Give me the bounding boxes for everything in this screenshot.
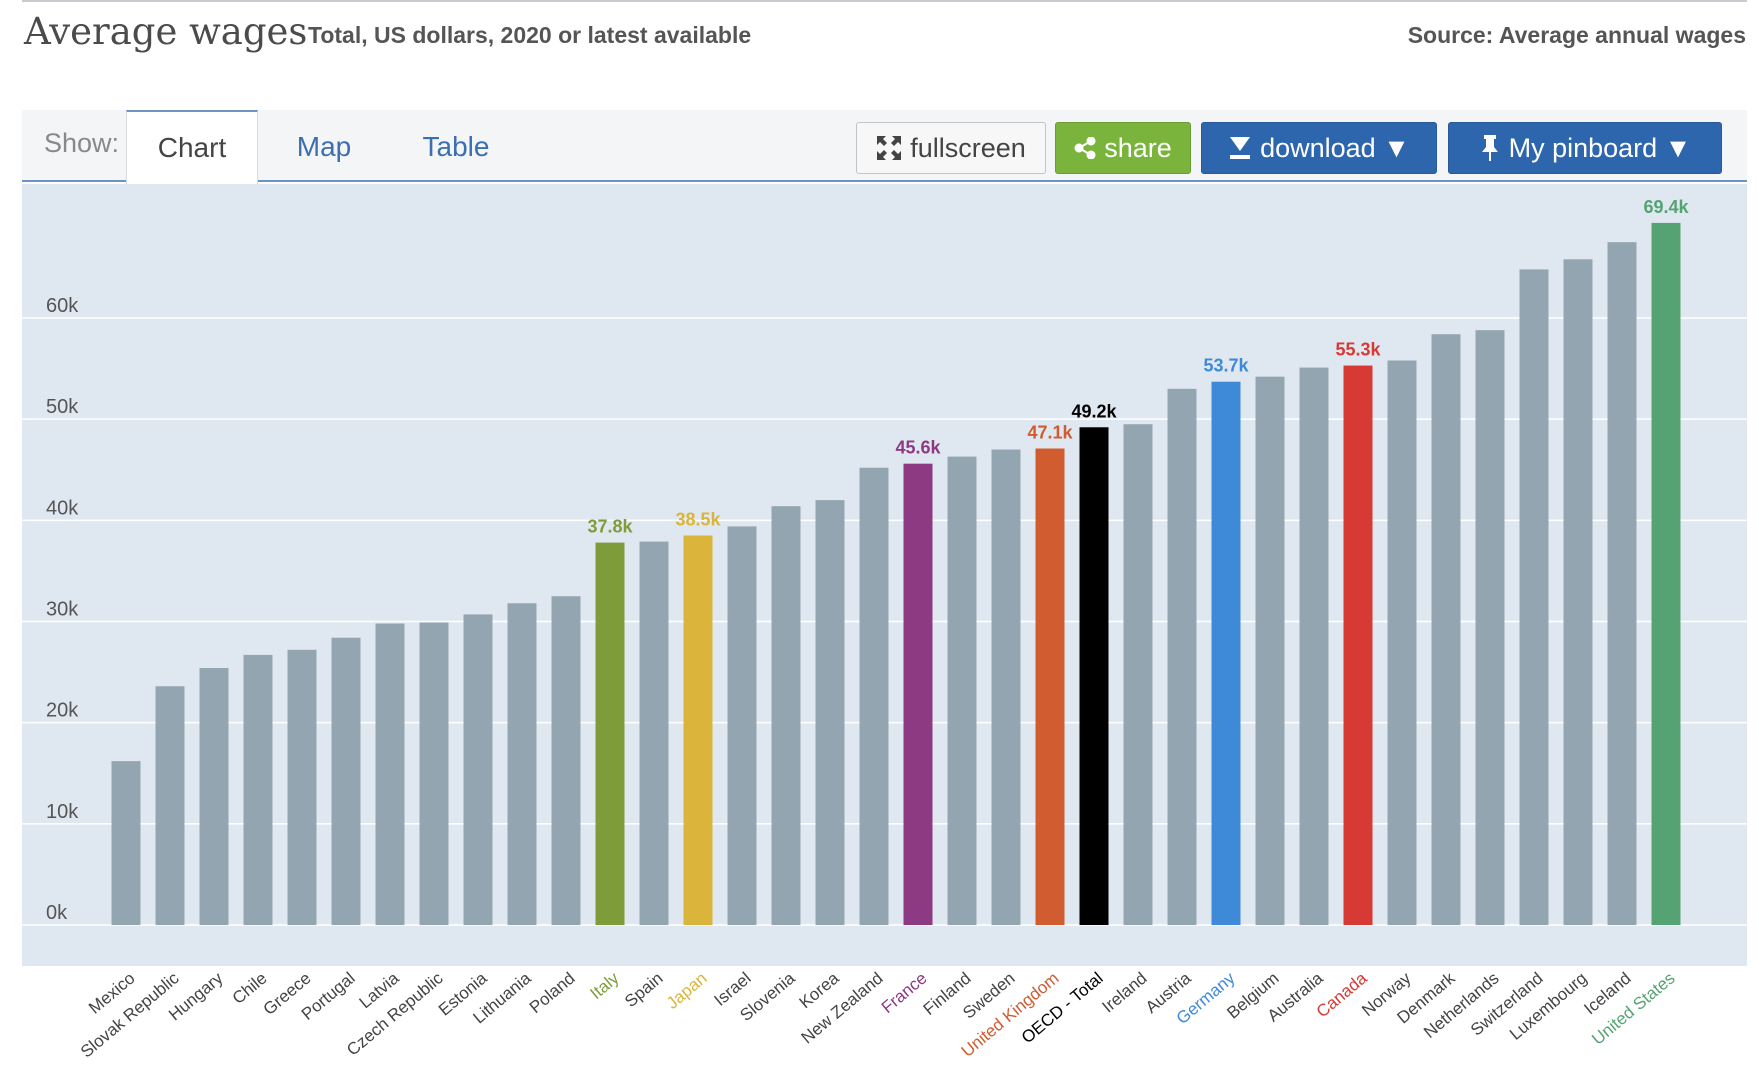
share-button[interactable]: share [1055, 122, 1191, 174]
page-title: Average wages [24, 10, 308, 53]
y-tick-label: 10k [46, 801, 79, 823]
bar-slovenia[interactable] [771, 506, 801, 925]
top-rule [22, 0, 1747, 2]
bar-iceland[interactable] [1607, 242, 1637, 925]
fullscreen-label: fullscreen [910, 132, 1026, 163]
pin-icon [1479, 134, 1501, 162]
tab-chart[interactable]: Chart [126, 110, 258, 184]
bar-italy[interactable] [595, 542, 625, 925]
share-icon [1074, 137, 1096, 159]
bars [111, 222, 1681, 926]
pinboard-label: My pinboard ▼ [1508, 132, 1692, 163]
bar-mexico[interactable] [111, 761, 141, 925]
x-tick-label-poland: Poland [526, 969, 579, 1018]
bar-united-kingdom[interactable] [1035, 448, 1065, 925]
fullscreen-icon [876, 135, 902, 161]
bar-chile[interactable] [243, 654, 273, 925]
bar-belgium[interactable] [1255, 376, 1285, 926]
bar-ireland[interactable] [1123, 424, 1153, 925]
value-label-oecd-total: 49.2k [1071, 401, 1117, 421]
value-label-italy: 37.8k [587, 517, 633, 537]
share-label: share [1104, 132, 1172, 163]
value-label-germany: 53.7k [1203, 356, 1249, 376]
fullscreen-button[interactable]: fullscreen [856, 122, 1046, 174]
bar-czech-republic[interactable] [419, 622, 449, 925]
bar-denmark[interactable] [1431, 334, 1461, 926]
x-tick-label-ireland: Ireland [1099, 969, 1151, 1017]
bar-sweden[interactable] [991, 449, 1021, 925]
bar-finland[interactable] [947, 456, 977, 925]
value-label-france: 45.6k [895, 438, 941, 458]
bar-norway[interactable] [1387, 360, 1417, 925]
x-tick-label-italy: Italy [586, 968, 622, 1003]
bar-united-states[interactable] [1651, 222, 1681, 926]
x-tick-label-canada: Canada [1313, 968, 1371, 1021]
value-label-united-states: 69.4k [1643, 197, 1689, 217]
bar-switzerland[interactable] [1519, 269, 1549, 925]
tab-map[interactable]: Map [296, 131, 352, 162]
download-label: download ▼ [1260, 132, 1410, 163]
bar-oecd-total[interactable] [1079, 427, 1109, 925]
value-label-united-kingdom: 47.1k [1027, 423, 1073, 443]
bar-japan[interactable] [683, 535, 713, 925]
page-subtitle: Total, US dollars, 2020 or latest availa… [308, 22, 752, 48]
y-tick-label: 60k [46, 295, 79, 317]
y-tick-label: 50k [46, 396, 79, 418]
bar-slovak-republic[interactable] [155, 686, 185, 925]
y-tick-label: 30k [46, 599, 79, 621]
bar-australia[interactable] [1299, 367, 1329, 925]
tab-table[interactable]: Table [422, 131, 490, 162]
y-tick-label: 0k [46, 902, 68, 924]
toolbar-divider [22, 180, 1747, 182]
download-button[interactable]: download ▼ [1201, 122, 1437, 174]
bar-latvia[interactable] [375, 623, 405, 925]
bar-canada[interactable] [1343, 365, 1373, 925]
bar-israel[interactable] [727, 526, 757, 925]
bar-lithuania[interactable] [507, 603, 537, 925]
y-tick-label: 40k [46, 497, 79, 519]
bar-france[interactable] [903, 463, 933, 925]
value-label-canada: 55.3k [1335, 340, 1381, 360]
download-icon [1228, 135, 1252, 161]
bar-germany[interactable] [1211, 381, 1241, 925]
bar-netherlands[interactable] [1475, 330, 1505, 925]
y-tick-label: 20k [46, 700, 79, 722]
bar-luxembourg[interactable] [1563, 259, 1593, 925]
y-axis-ticks: 0k 10k 20k 30k 40k 50k 60k [46, 295, 79, 924]
pinboard-button[interactable]: My pinboard ▼ [1448, 122, 1722, 174]
bar-hungary[interactable] [199, 668, 229, 925]
source-link[interactable]: Source: Average annual wages [1407, 22, 1746, 48]
bar-poland[interactable] [551, 596, 581, 925]
bar-austria[interactable] [1167, 388, 1197, 926]
bar-korea[interactable] [815, 500, 845, 925]
x-tick-label-japan: Japan [663, 969, 711, 1013]
x-tick-label-spain: Spain [621, 969, 667, 1012]
bar-portugal[interactable] [331, 637, 361, 925]
value-label-japan: 38.5k [675, 510, 721, 530]
show-label: Show: [44, 128, 120, 158]
bar-new-zealand[interactable] [859, 467, 889, 925]
x-tick-label-france: France [878, 969, 931, 1018]
bar-spain[interactable] [639, 541, 669, 925]
bar-greece[interactable] [287, 649, 317, 925]
bar-estonia[interactable] [463, 614, 493, 925]
